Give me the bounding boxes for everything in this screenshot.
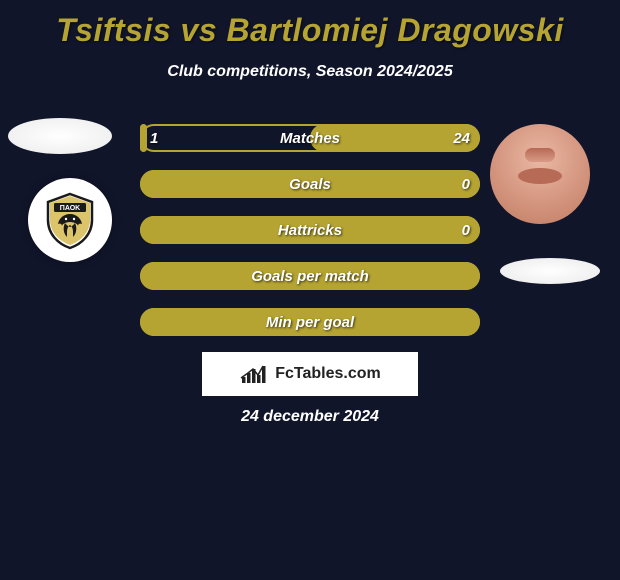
stat-row: 0Hattricks [140,216,480,244]
stat-value-right: 0 [462,216,470,244]
subtitle: Club competitions, Season 2024/2025 [0,63,620,81]
stat-row: Min per goal [140,308,480,336]
stat-bar-fill [140,262,480,290]
stat-value-right: 0 [462,170,470,198]
paok-crest-icon: ΠΑΟΚ [40,190,100,250]
stat-bar-fill [140,170,480,198]
player-right-club-crest-placeholder [500,258,600,284]
date: 24 december 2024 [0,408,620,426]
svg-text:ΠΑΟΚ: ΠΑΟΚ [60,205,80,212]
stat-bar-fill [140,216,480,244]
page-title: Tsiftsis vs Bartlomiej Dragowski [0,0,620,49]
player-right-photo [490,124,590,224]
bar-chart-icon [239,363,269,385]
stat-value-right: 24 [453,124,470,152]
player-left-photo-placeholder [8,118,112,154]
stat-row: 124Matches [140,124,480,152]
stat-row: Goals per match [140,262,480,290]
stat-row: 0Goals [140,170,480,198]
player-left-club-crest: ΠΑΟΚ [28,178,112,262]
stat-bar-fill-left [140,124,147,152]
branding-text: FcTables.com [275,365,381,383]
stat-bar-fill [140,308,480,336]
comparison-bars: 124Matches0Goals0HattricksGoals per matc… [140,124,480,354]
stat-value-left: 1 [150,124,158,152]
branding-panel: FcTables.com [202,352,418,396]
